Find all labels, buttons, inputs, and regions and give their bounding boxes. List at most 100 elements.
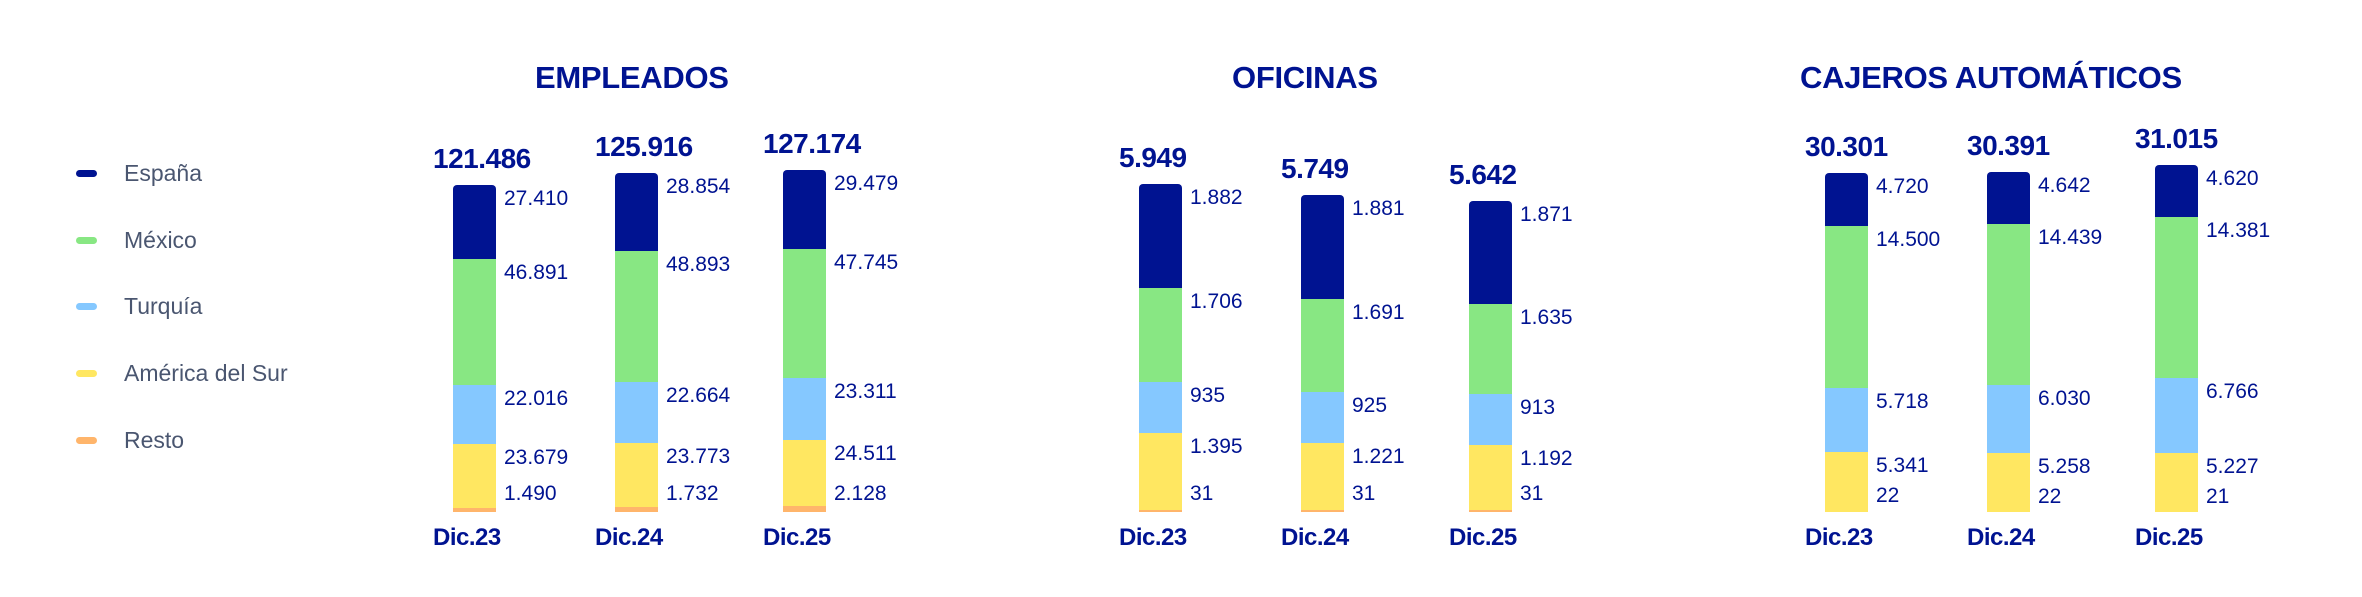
segment-america-del-sur	[1301, 442, 1344, 511]
segment-mexico	[1825, 225, 1868, 389]
value-label-america-del-sur: 5.341	[1876, 453, 1929, 477]
value-label-mexico: 1.706	[1190, 289, 1243, 313]
legend-item-espana: España	[76, 158, 336, 188]
segment-turquia	[1139, 381, 1182, 434]
bar-total-label: 121.486	[433, 143, 531, 175]
segment-mexico	[453, 258, 496, 386]
period-label: Dic.24	[1967, 524, 2035, 551]
value-label-mexico: 14.439	[2038, 225, 2103, 249]
segment-turquia	[1825, 388, 1868, 453]
segment-espana	[453, 185, 496, 260]
value-label-america-del-sur: 1.221	[1352, 444, 1405, 468]
value-label-resto: 22	[2038, 484, 2062, 508]
stacked-bar	[1469, 200, 1512, 512]
value-label-espana: 29.479	[834, 172, 899, 195]
value-label-resto: 1.490	[504, 482, 557, 505]
segment-resto	[1469, 510, 1512, 512]
segment-espana	[2155, 165, 2198, 218]
value-label-america-del-sur: 24.511	[834, 442, 897, 466]
period-label: Dic.23	[433, 524, 501, 551]
segment-resto	[1301, 510, 1344, 512]
bar-total-label: 30.391	[1967, 129, 2050, 161]
segment-mexico	[615, 250, 658, 383]
legend-label: Resto	[124, 427, 185, 453]
stacked-bar	[1987, 171, 2030, 512]
value-label-resto: 1.732	[666, 482, 719, 505]
segment-resto	[453, 507, 496, 512]
legend-swatch-icon	[76, 437, 97, 444]
legend-label: América del Sur	[124, 360, 288, 386]
value-label-america-del-sur: 5.258	[2038, 454, 2091, 478]
segment-turquia	[783, 377, 826, 441]
stacked-bar	[2155, 165, 2198, 512]
value-label-turquia: 22.664	[666, 384, 731, 408]
segment-mexico	[2155, 216, 2198, 379]
stacked-bar	[453, 185, 496, 512]
value-label-turquia: 22.016	[504, 387, 569, 411]
value-label-turquia: 5.718	[1876, 390, 1929, 414]
value-label-mexico: 47.745	[834, 251, 899, 275]
segment-america-del-sur	[783, 440, 826, 507]
value-label-espana: 1.881	[1352, 197, 1405, 221]
segment-america-del-sur	[1469, 444, 1512, 511]
segment-espana	[1987, 171, 2030, 225]
stacked-bar	[1825, 172, 1868, 512]
value-label-espana: 4.620	[2206, 167, 2259, 190]
value-label-resto: 31	[1352, 482, 1376, 505]
legend-swatch-icon	[76, 237, 97, 244]
value-label-mexico: 14.381	[2206, 218, 2271, 242]
value-label-espana: 4.720	[1876, 174, 1929, 198]
stacked-bar	[1139, 184, 1182, 512]
value-label-espana: 4.642	[2038, 173, 2091, 197]
panel-title: OFICINAS	[1232, 60, 1378, 95]
value-label-turquia: 935	[1190, 383, 1226, 407]
segment-espana	[1825, 172, 1868, 227]
value-label-resto: 21	[2206, 485, 2230, 509]
segment-mexico	[1469, 304, 1512, 395]
value-label-mexico: 46.891	[504, 261, 569, 284]
legend-item-turquia: Turquía	[76, 291, 336, 321]
segment-turquia	[615, 382, 658, 444]
value-label-mexico: 14.500	[1876, 227, 1941, 251]
legend-swatch-icon	[76, 170, 97, 177]
bar-total-label: 5.749	[1281, 153, 1349, 185]
bar-total-label: 127.174	[763, 128, 861, 159]
bar-total-label: 30.301	[1805, 130, 1888, 162]
segment-america-del-sur	[453, 444, 496, 509]
bar-total-label: 31.015	[2135, 123, 2218, 154]
period-label: Dic.24	[1281, 524, 1349, 551]
segment-mexico	[1987, 223, 2030, 386]
value-label-mexico: 1.691	[1352, 300, 1405, 324]
value-label-turquia: 913	[1520, 396, 1556, 420]
legend-label: Turquía	[124, 293, 203, 319]
segment-america-del-sur	[1825, 451, 1868, 512]
legend-item-resto: Resto	[76, 425, 336, 455]
segment-america-del-sur	[615, 443, 658, 508]
legend-label: España	[124, 160, 203, 186]
legend-item-america-del-sur: América del Sur	[76, 358, 336, 388]
value-label-resto: 31	[1520, 482, 1544, 505]
segment-espana	[615, 173, 658, 252]
period-label: Dic.25	[763, 524, 831, 551]
segment-america-del-sur	[1987, 452, 2030, 512]
value-label-espana: 1.871	[1520, 202, 1573, 226]
stacked-bar	[1301, 195, 1344, 512]
segment-turquia	[1301, 391, 1344, 444]
segment-espana	[1301, 195, 1344, 300]
legend-swatch-icon	[76, 370, 97, 377]
period-label: Dic.23	[1119, 524, 1187, 551]
segment-resto	[615, 507, 658, 512]
value-label-america-del-sur: 1.192	[1520, 446, 1573, 470]
value-label-america-del-sur: 1.395	[1190, 435, 1243, 459]
segment-resto	[783, 506, 826, 512]
stacked-bar	[783, 170, 826, 512]
segment-america-del-sur	[1139, 433, 1182, 511]
value-label-mexico: 1.635	[1520, 306, 1573, 330]
value-label-espana: 1.882	[1190, 186, 1243, 209]
segment-turquia	[2155, 377, 2198, 454]
segment-espana	[1469, 200, 1512, 305]
panel-title: CAJEROS AUTOMÁTICOS	[1800, 60, 2182, 95]
bar-total-label: 5.949	[1119, 142, 1187, 173]
legend-item-mexico: México	[76, 225, 336, 255]
value-label-turquia: 23.311	[834, 379, 897, 403]
